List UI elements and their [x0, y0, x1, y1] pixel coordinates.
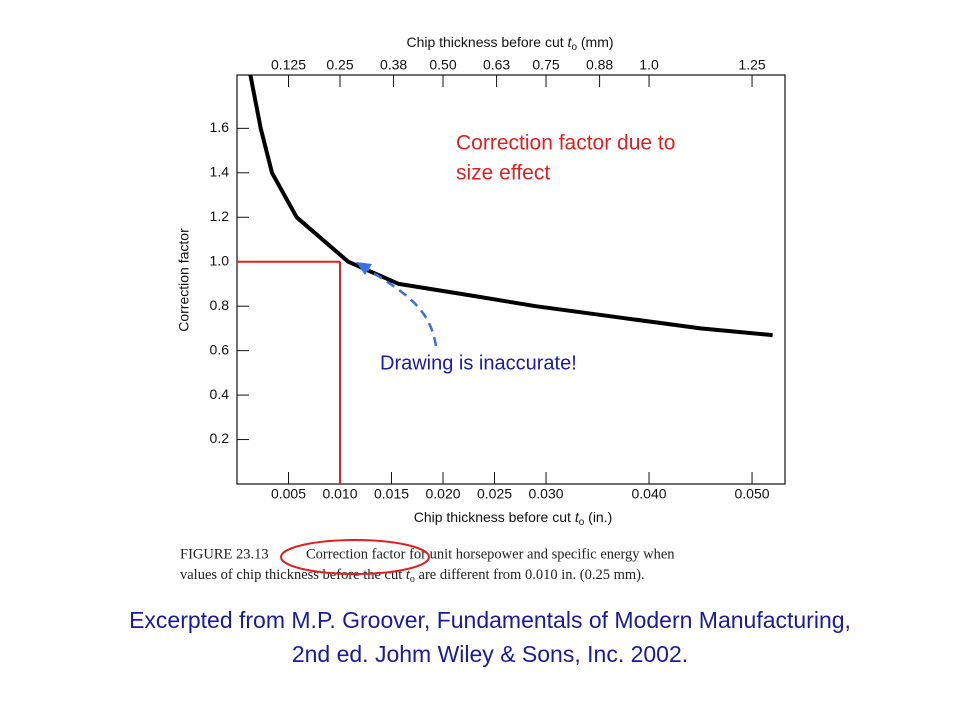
y-tick-label: 1.6	[210, 119, 230, 135]
y-tick-label: 0.2	[210, 430, 230, 446]
x2-tick-label: 0.50	[429, 57, 456, 73]
annotation: Drawing is inaccurate!	[380, 352, 577, 374]
x2-tick-label: 0.38	[380, 57, 407, 73]
x-tick-label: 0.050	[735, 486, 770, 502]
data-line	[248, 74, 773, 338]
y-tick-label: 0.4	[210, 386, 230, 402]
annotation-arrow	[361, 264, 438, 347]
x-tick-label: 0.010	[322, 486, 357, 502]
y-tick-label: 0.6	[210, 341, 230, 357]
axis-label-text: Chip thickness before cut	[406, 34, 563, 50]
x2-tick-label: 0.25	[326, 57, 353, 73]
x-tick-label: 0.015	[374, 486, 409, 502]
y-tick-label: 1.0	[210, 252, 230, 268]
y-axis-label: Correction factor	[176, 228, 192, 332]
axis-label-unit: (mm)	[581, 34, 614, 50]
footer-line: Excerpted from M.P. Groover, Fundamental…	[129, 607, 851, 633]
x-tick-label: 0.040	[632, 486, 667, 502]
x2-tick-label: 0.63	[483, 57, 510, 73]
y-tick-label: 1.2	[210, 208, 230, 224]
y-tick-label: 0.8	[210, 297, 230, 313]
x2-tick-label: 0.75	[532, 57, 559, 73]
y-tick-label: 1.4	[210, 164, 230, 180]
x2-tick-label: 0.88	[586, 57, 613, 73]
highlight-ellipse	[280, 539, 430, 575]
axis-label-var: t	[575, 509, 580, 525]
x2-tick-label: 0.125	[271, 57, 306, 73]
plot-frame	[236, 74, 786, 485]
axis-label-unit: (in.)	[588, 509, 612, 525]
axis-label-sub: o	[579, 517, 585, 528]
x2-axis-label: Chip thickness before cut to (mm)	[406, 34, 613, 53]
annotation-arrowhead	[356, 262, 372, 275]
caption-line: values of chip thickness before the cut …	[180, 567, 645, 585]
annotation: size effect	[456, 162, 550, 185]
x2-tick-label: 1.0	[639, 57, 659, 73]
caption-line: Correction factor for unit horsepower an…	[306, 546, 675, 562]
x-tick-label: 0.025	[477, 486, 512, 502]
footer-line: 2nd ed. Johm Wiley & Sons, Inc. 2002.	[292, 641, 688, 667]
caption-figure: FIGURE 23.13	[180, 546, 269, 562]
x-axis-label: Chip thickness before cut to (in.)	[414, 509, 613, 528]
x-tick-label: 0.005	[271, 486, 306, 502]
annotation: Correction factor due to	[456, 132, 675, 155]
x-tick-label: 0.020	[425, 486, 460, 502]
x-tick-label: 0.030	[528, 486, 563, 502]
axis-label-var: t	[568, 34, 573, 50]
x2-tick-label: 1.25	[738, 57, 765, 73]
axis-label-sub: o	[571, 42, 577, 53]
axis-label-text: Chip thickness before cut	[414, 509, 571, 525]
